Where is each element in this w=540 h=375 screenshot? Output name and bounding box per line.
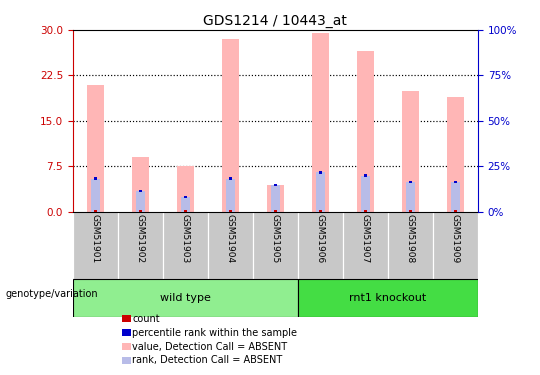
Bar bbox=[222, 39, 239, 212]
FancyBboxPatch shape bbox=[163, 212, 208, 279]
Text: GSM51907: GSM51907 bbox=[361, 214, 370, 263]
Bar bbox=[139, 210, 142, 212]
Bar bbox=[226, 178, 235, 212]
Bar bbox=[177, 166, 194, 212]
Text: value, Detection Call = ABSENT: value, Detection Call = ABSENT bbox=[132, 342, 287, 351]
FancyBboxPatch shape bbox=[343, 212, 388, 279]
Bar bbox=[274, 210, 277, 212]
Bar bbox=[357, 51, 374, 212]
Bar bbox=[181, 197, 190, 212]
FancyBboxPatch shape bbox=[433, 212, 478, 279]
FancyBboxPatch shape bbox=[298, 212, 343, 279]
Text: count: count bbox=[132, 314, 160, 324]
FancyBboxPatch shape bbox=[388, 212, 433, 279]
Bar bbox=[229, 210, 232, 212]
Bar bbox=[454, 180, 457, 183]
Bar bbox=[454, 210, 457, 212]
Bar bbox=[319, 171, 322, 174]
Text: percentile rank within the sample: percentile rank within the sample bbox=[132, 328, 298, 338]
Bar bbox=[184, 196, 187, 198]
Bar bbox=[267, 184, 284, 212]
FancyBboxPatch shape bbox=[118, 212, 163, 279]
Text: GSM51906: GSM51906 bbox=[316, 214, 325, 263]
Text: GSM51902: GSM51902 bbox=[136, 214, 145, 263]
Text: GSM51909: GSM51909 bbox=[451, 214, 460, 263]
Bar bbox=[274, 183, 277, 186]
Text: GSM51904: GSM51904 bbox=[226, 214, 235, 263]
Bar bbox=[271, 184, 280, 212]
Bar bbox=[122, 315, 131, 322]
Bar bbox=[87, 85, 104, 212]
Bar bbox=[406, 182, 415, 212]
Bar bbox=[364, 210, 367, 212]
Bar bbox=[319, 210, 322, 212]
Bar bbox=[184, 210, 187, 212]
Bar bbox=[447, 97, 464, 212]
Text: GSM51903: GSM51903 bbox=[181, 214, 190, 263]
Text: rank, Detection Call = ABSENT: rank, Detection Call = ABSENT bbox=[132, 356, 282, 366]
Text: GSM51908: GSM51908 bbox=[406, 214, 415, 263]
Bar bbox=[139, 190, 142, 192]
Bar bbox=[94, 210, 97, 212]
Text: GSM51901: GSM51901 bbox=[91, 214, 100, 263]
Bar bbox=[136, 190, 145, 212]
Text: rnt1 knockout: rnt1 knockout bbox=[349, 293, 427, 303]
Text: genotype/variation: genotype/variation bbox=[5, 289, 98, 299]
Bar bbox=[361, 176, 370, 212]
FancyBboxPatch shape bbox=[253, 212, 298, 279]
Bar bbox=[122, 343, 131, 350]
Bar bbox=[91, 178, 100, 212]
Bar bbox=[73, 279, 298, 317]
Bar bbox=[312, 33, 329, 212]
Bar bbox=[132, 158, 149, 212]
Text: GSM51905: GSM51905 bbox=[271, 214, 280, 263]
Bar bbox=[298, 279, 478, 317]
Bar bbox=[409, 180, 412, 183]
Bar bbox=[402, 91, 419, 212]
Bar bbox=[316, 172, 325, 212]
Bar bbox=[409, 210, 412, 212]
Bar bbox=[229, 177, 232, 180]
Bar bbox=[94, 177, 97, 180]
FancyBboxPatch shape bbox=[208, 212, 253, 279]
FancyBboxPatch shape bbox=[73, 212, 118, 279]
Bar bbox=[122, 357, 131, 364]
Bar bbox=[122, 329, 131, 336]
Text: wild type: wild type bbox=[160, 293, 211, 303]
Title: GDS1214 / 10443_at: GDS1214 / 10443_at bbox=[204, 13, 347, 28]
Bar bbox=[451, 182, 460, 212]
Bar bbox=[364, 174, 367, 177]
